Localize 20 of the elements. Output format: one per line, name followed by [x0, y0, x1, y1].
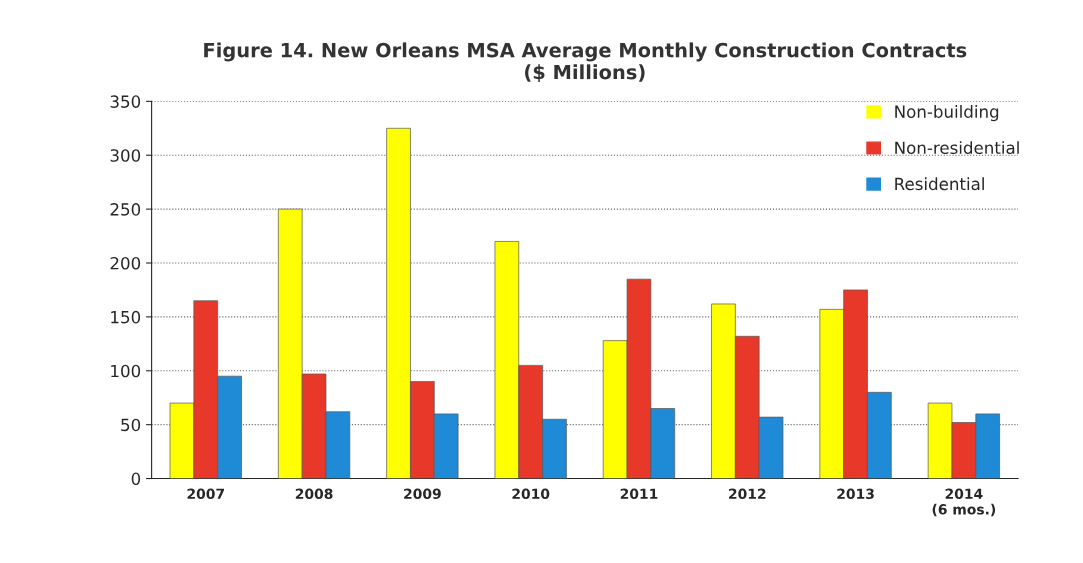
x-tick-label: 2010	[512, 488, 550, 500]
y-tick-label: 100	[111, 364, 141, 378]
legend-label: Non-building	[895, 105, 999, 122]
x-tick-label: 2013	[837, 488, 874, 500]
x-tick-label: 2012	[729, 488, 766, 500]
x-tick-label: 2008	[295, 488, 333, 500]
y-tick-label: 150	[111, 310, 141, 324]
y-tick-label: 50	[121, 418, 141, 432]
y-tick-label: 0	[131, 472, 141, 486]
y-tick-label: 300	[110, 149, 141, 162]
y-tick-label: 350	[110, 95, 141, 108]
x-tick-label: 2011	[620, 488, 658, 500]
y-tick-label: 250	[110, 203, 141, 216]
x-tick-label: 2007	[187, 488, 224, 500]
legend-label: Non-residential	[895, 141, 1019, 155]
x-tick-label: 2014 (6 mos.)	[932, 488, 996, 517]
legend-label: Residential	[895, 177, 984, 191]
x-tick-label: 2009	[404, 488, 441, 500]
chart-title: Figure 14. New Orleans MSA Average Monthly Construction Contracts ($ Millions)	[204, 42, 967, 82]
y-tick-label: 200	[110, 256, 141, 270]
